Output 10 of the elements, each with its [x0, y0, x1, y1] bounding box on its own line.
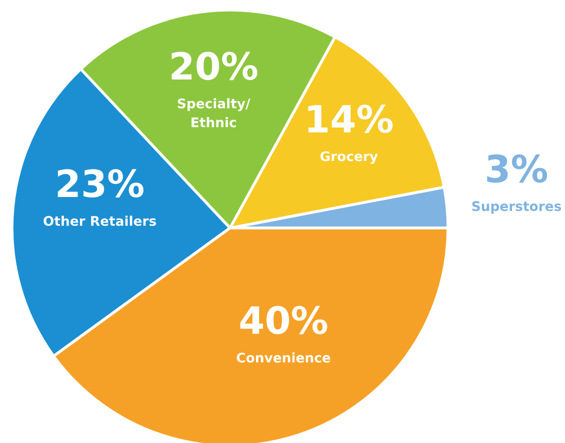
data-label: 20%: [172, 52, 258, 80]
slice-label: Convenience: [236, 352, 330, 363]
slice-label: Specialty/ Ethnic: [178, 98, 250, 128]
data-label: 14%: [308, 104, 393, 133]
data-label: 40%: [240, 306, 328, 334]
data-label: 3%: [487, 154, 548, 183]
data-label: 23%: [58, 169, 144, 198]
slice-label: Superstores: [472, 201, 562, 214]
slice-label: Other Retailers: [44, 216, 156, 226]
slice-label: Grocery: [320, 151, 378, 164]
